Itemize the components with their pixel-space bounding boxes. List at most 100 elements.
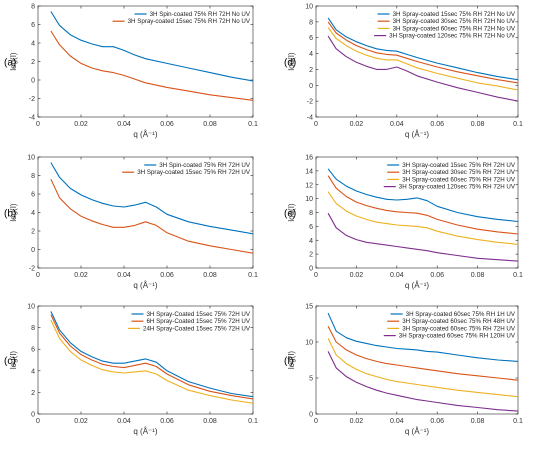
x-tick-label: 0.1 (513, 121, 523, 128)
x-tick-label: 0.08 (203, 272, 217, 279)
x-tick-label: 0 (36, 121, 40, 128)
y-tick-label: 10 (305, 4, 313, 11)
legend: 3H Spray-coated 15sec 75% RH 72H No UV3H… (374, 11, 516, 40)
series-line-4 (327, 212, 518, 262)
series-line-3 (327, 27, 518, 91)
x-tick-label: 0 (36, 272, 40, 279)
y-tick-label: 0 (309, 83, 313, 90)
y-tick-label: 8 (31, 325, 35, 332)
y-tick-label: 0 (309, 266, 313, 273)
x-tick-label: 0.02 (350, 418, 364, 425)
legend-entry-label: 3H Spray-coated 30sec 75% RH 72H No UV (393, 18, 516, 25)
y-tick-label: 2 (31, 390, 35, 397)
x-tick-label: 0.04 (117, 418, 131, 425)
x-tick-label: 0.06 (430, 418, 444, 425)
panel-letter: (e) (284, 209, 296, 220)
x-tick-label: 0.06 (430, 272, 444, 279)
y-tick-label: 10 (305, 196, 313, 203)
y-tick-label: 2 (31, 229, 35, 236)
y-tick-label: 0 (31, 412, 35, 419)
y-axis-label: log(I) (9, 52, 18, 71)
panel-3: 0 0.02 0.04 0.06 0.08 0.1 0 2 4 6 8 10 q (Å⁻¹) log(I)… (4, 304, 258, 437)
legend-entry-label: 3H Spray-coated 15sec 75% RH 72H UV (137, 169, 251, 176)
y-tick-label: 0 (309, 412, 313, 419)
series-line-2 (327, 175, 518, 235)
y-tick-label: -4 (29, 115, 35, 122)
x-axis-label: q (Å⁻¹) (133, 281, 158, 290)
x-tick-label: 0.06 (160, 121, 174, 128)
x-tick-label: 0 (314, 272, 318, 279)
x-tick-label: 0.02 (74, 121, 88, 128)
panel-letter: (f) (284, 356, 293, 367)
x-tick-label: 0.02 (350, 272, 364, 279)
y-tick-label: 2 (309, 252, 313, 259)
y-tick-label: 6 (31, 347, 35, 354)
x-tick-label: 0.08 (471, 272, 485, 279)
y-tick-label: 15 (305, 304, 313, 311)
series-line-2 (327, 21, 518, 84)
x-tick-label: 0.1 (513, 418, 523, 425)
y-tick-label: 8 (31, 173, 35, 180)
series-line-4 (327, 35, 518, 102)
legend-entry-label: 3H Spray-coated 60sec 75% RH 72H UV (402, 325, 516, 332)
panel-5: 0 0.02 0.04 0.06 0.08 0.1 0 2 4 6 8 10 12 14 16 q (Å⁻¹)… (284, 155, 523, 291)
plot-area (37, 305, 254, 415)
x-tick-label: 0.06 (430, 121, 444, 128)
y-tick-label: 2 (31, 59, 35, 66)
y-axis-label: log(I) (9, 351, 18, 370)
y-tick-label: 0 (31, 78, 35, 85)
x-tick-label: 0.04 (390, 272, 404, 279)
series-line-4 (327, 351, 518, 412)
y-tick-label: 6 (31, 22, 35, 29)
plot-area (315, 305, 519, 415)
legend-entry-label: 3H Spray-coated 30sec 75% RH 72H UV (402, 169, 516, 176)
y-tick-label: 6 (309, 35, 313, 42)
y-tick-label: 4 (309, 51, 313, 58)
y-tick-label: 12 (305, 182, 313, 189)
y-tick-label: 4 (31, 41, 35, 48)
x-tick-label: 0.08 (471, 121, 485, 128)
x-tick-label: 0.1 (513, 272, 523, 279)
y-tick-label: 8 (309, 210, 313, 217)
x-tick-label: 0.08 (203, 121, 217, 128)
y-tick-label: 2 (309, 67, 313, 74)
x-axis-label: q (Å⁻¹) (405, 130, 430, 139)
series-line-2 (50, 178, 253, 254)
y-tick-label: 5 (309, 376, 313, 383)
legend-entry-label: 3H Spray-coated 60sec 75% RH 48H UV (402, 318, 516, 325)
series-line-1 (50, 311, 253, 398)
x-axis-label: q (Å⁻¹) (405, 281, 430, 290)
x-tick-label: 0 (314, 418, 318, 425)
panel-letter: (c) (4, 356, 16, 367)
series-line-1 (327, 168, 518, 223)
x-axis-label: q (Å⁻¹) (133, 130, 158, 139)
series-line-1 (50, 11, 253, 82)
x-tick-label: 0.1 (248, 418, 258, 425)
series-line-2 (50, 30, 253, 101)
y-tick-label: 14 (305, 168, 313, 175)
x-tick-label: 0.02 (74, 418, 88, 425)
legend-entry-label: 3H Spin-coated 75% RH 72H No UV (150, 11, 251, 18)
plot-area (37, 5, 254, 118)
legend-entry-label: 3H Spray-coated 60sec 75% RH 72H UV (402, 176, 516, 183)
x-tick-label: 0.04 (390, 418, 404, 425)
legend-entry-label: 3H Spray-coated 15sec 75% RH 72H No UV (128, 18, 251, 25)
x-tick-label: 0.06 (160, 272, 174, 279)
y-tick-label: 4 (31, 210, 35, 217)
y-tick-label: 10 (305, 340, 313, 347)
x-axis-label: q (Å⁻¹) (133, 427, 158, 436)
x-tick-label: 0.1 (248, 121, 258, 128)
series-line-3 (327, 191, 518, 245)
legend-entry-label: 3H Spray-coated 60sec 75% RH 72H No UV (393, 25, 516, 32)
legend-entry-label: 3H Spray-Coated 15sec 75% 72H UV (146, 311, 250, 318)
y-tick-label: 4 (31, 368, 35, 375)
series-line-1 (327, 312, 518, 362)
legend-entry-label: 3H Spray-coated 120sec 75% RH 72H No UV (389, 33, 516, 40)
y-axis-label: log(I) (287, 203, 296, 222)
y-tick-label: 16 (305, 155, 313, 162)
y-tick-label: -2 (29, 96, 35, 103)
